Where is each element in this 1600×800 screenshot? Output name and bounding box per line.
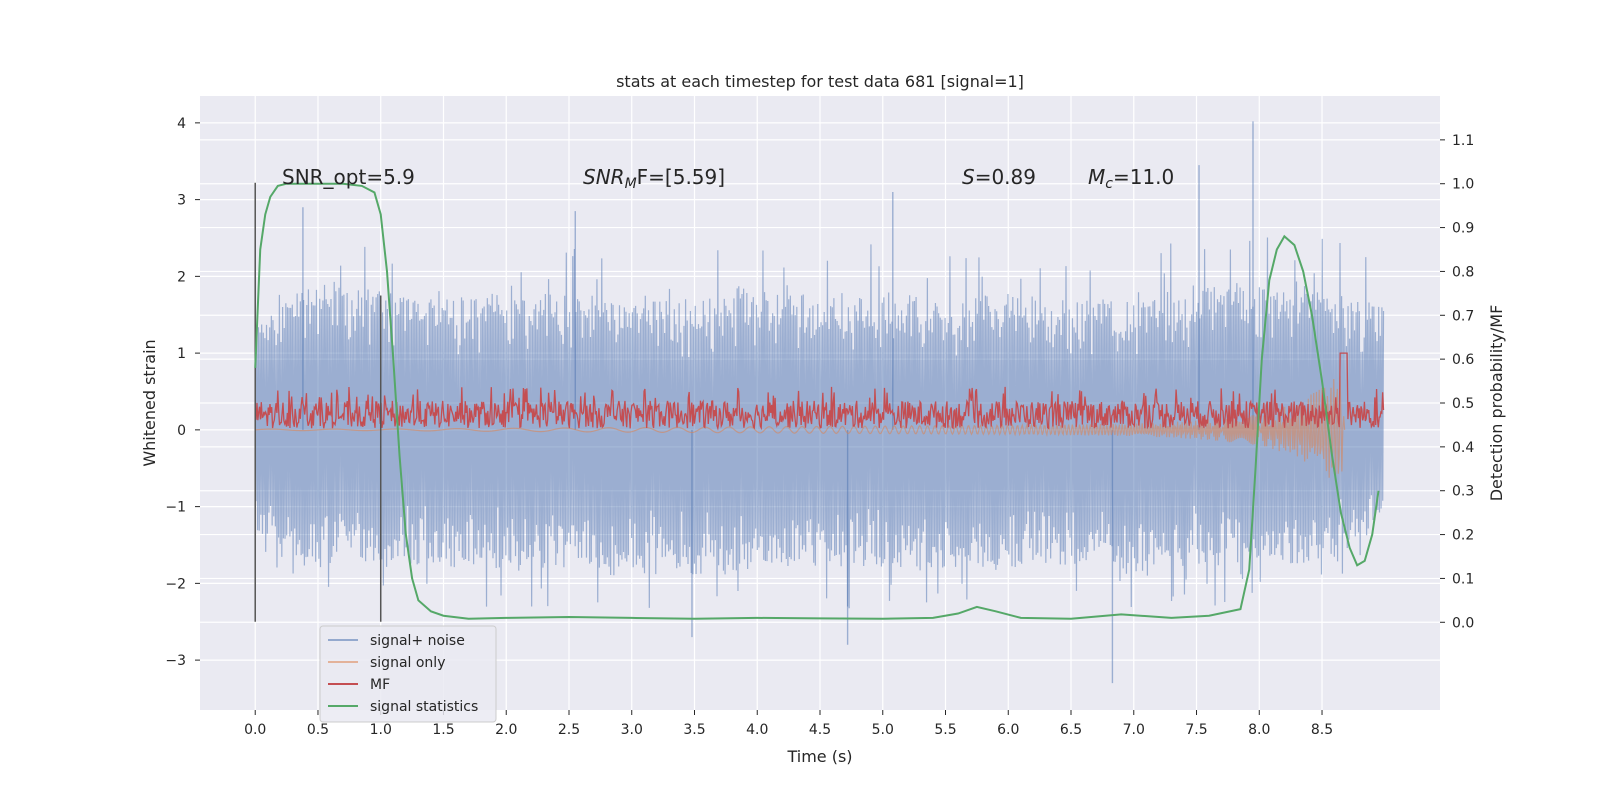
legend-label-signal-noise: signal+ noise <box>370 633 465 649</box>
y-right-axis-ticks: 0.0 0.1 0.2 0.3 0.4 0.5 0.6 0.7 0.8 0.9 1.0 1.1 <box>1440 133 1474 631</box>
legend-box <box>319 625 497 723</box>
y-right-tick-label: 0.6 <box>1452 352 1474 368</box>
y-axis-label: Whitened strain <box>140 339 159 466</box>
x-tick-label: 6.5 <box>1060 722 1082 738</box>
series-signal-noise-peaks <box>302 121 1254 684</box>
y-right-tick-label: 0.8 <box>1452 264 1474 280</box>
x-tick-label: 6.0 <box>997 722 1019 738</box>
x-tick-label: 0.5 <box>307 722 329 738</box>
x-tick-label: 8.0 <box>1248 722 1270 738</box>
x-tick-label: 1.5 <box>432 722 454 738</box>
x-tick-label: 5.0 <box>872 722 894 738</box>
y-right-tick-label: 0.5 <box>1452 396 1474 412</box>
y-right-tick-label: 0.9 <box>1452 221 1474 237</box>
y-tick-label: −2 <box>165 576 186 592</box>
annotation-s: S=0.89 <box>962 165 1036 189</box>
x-tick-label: 3.5 <box>683 722 705 738</box>
y-tick-label: −3 <box>165 653 186 669</box>
x-tick-label: 4.5 <box>809 722 831 738</box>
x-tick-label: 3.0 <box>621 722 643 738</box>
y-tick-label: 3 <box>177 193 186 209</box>
annotations: SNR_opt=5.9 SNRMF=[5.59] S=0.89 Mc=11.0 <box>282 165 1174 192</box>
x-tick-label: 8.5 <box>1311 722 1333 738</box>
legend-label-signal-only: signal only <box>370 655 445 671</box>
x-axis-ticks: 0.0 0.5 1.0 1.5 2.0 2.5 3.0 3.5 4.0 4.5 5.0 5.5 6.0 6… <box>244 710 1333 738</box>
annotation-mc-value: =11.0 <box>1113 165 1174 189</box>
y-right-tick-label: 0.4 <box>1452 440 1474 456</box>
x-tick-label: 1.0 <box>370 722 392 738</box>
x-tick-label: 2.5 <box>558 722 580 738</box>
annotation-snr-mf-symbol: SNR <box>583 165 625 189</box>
annotation-s-value: =0.89 <box>975 165 1036 189</box>
y-right-tick-label: 0.2 <box>1452 528 1474 544</box>
y-right-tick-label: 1.0 <box>1452 177 1474 193</box>
annotation-s-symbol: S <box>962 165 975 189</box>
y-right-tick-label: 1.1 <box>1452 133 1474 149</box>
y-tick-label: 4 <box>177 116 186 132</box>
annotation-mc-subscript: c <box>1105 176 1113 192</box>
y-right-axis-label: Detection probability/MF <box>1487 305 1506 502</box>
annotation-snr-mf: SNRMF=[5.59] <box>583 165 725 192</box>
y-right-tick-label: 0.0 <box>1452 615 1474 631</box>
series-signal-noise-line <box>254 237 1385 609</box>
chart-title: stats at each timestep for test data 681… <box>616 72 1024 91</box>
series-signal-statistics-line <box>254 182 1380 620</box>
y-right-tick-label: 0.7 <box>1452 308 1474 324</box>
annotation-snr-mf-value: F=[5.59] <box>637 165 725 189</box>
series-mf-line <box>254 352 1385 431</box>
legend: signal+ noise signal only MF signal stat… <box>319 625 497 723</box>
y-right-tick-label: 0.3 <box>1452 484 1474 500</box>
legend-label-mf: MF <box>370 677 390 693</box>
y-tick-label: 2 <box>177 269 186 285</box>
y-tick-label: −1 <box>165 500 186 516</box>
x-tick-label: 4.0 <box>746 722 768 738</box>
x-tick-label: 0.0 <box>244 722 266 738</box>
x-tick-label: 2.0 <box>495 722 517 738</box>
x-tick-label: 7.5 <box>1185 722 1207 738</box>
legend-label-signal-statistics: signal statistics <box>370 699 478 715</box>
y-tick-label: 1 <box>177 346 186 362</box>
annotation-snr-opt: SNR_opt=5.9 <box>282 165 415 189</box>
y-axis-ticks: −3 −2 −1 0 1 2 3 4 <box>165 116 200 669</box>
x-tick-label: 7.0 <box>1123 722 1145 738</box>
annotation-mc: Mc=11.0 <box>1088 165 1174 192</box>
y-tick-label: 0 <box>177 423 186 439</box>
series-layer <box>254 121 1385 684</box>
annotation-mc-symbol: M <box>1088 165 1105 189</box>
y-right-tick-label: 0.1 <box>1452 571 1474 587</box>
x-tick-label: 5.5 <box>934 722 956 738</box>
x-axis-label: Time (s) <box>786 747 852 766</box>
annotation-snr-mf-subscript: M <box>625 176 637 192</box>
